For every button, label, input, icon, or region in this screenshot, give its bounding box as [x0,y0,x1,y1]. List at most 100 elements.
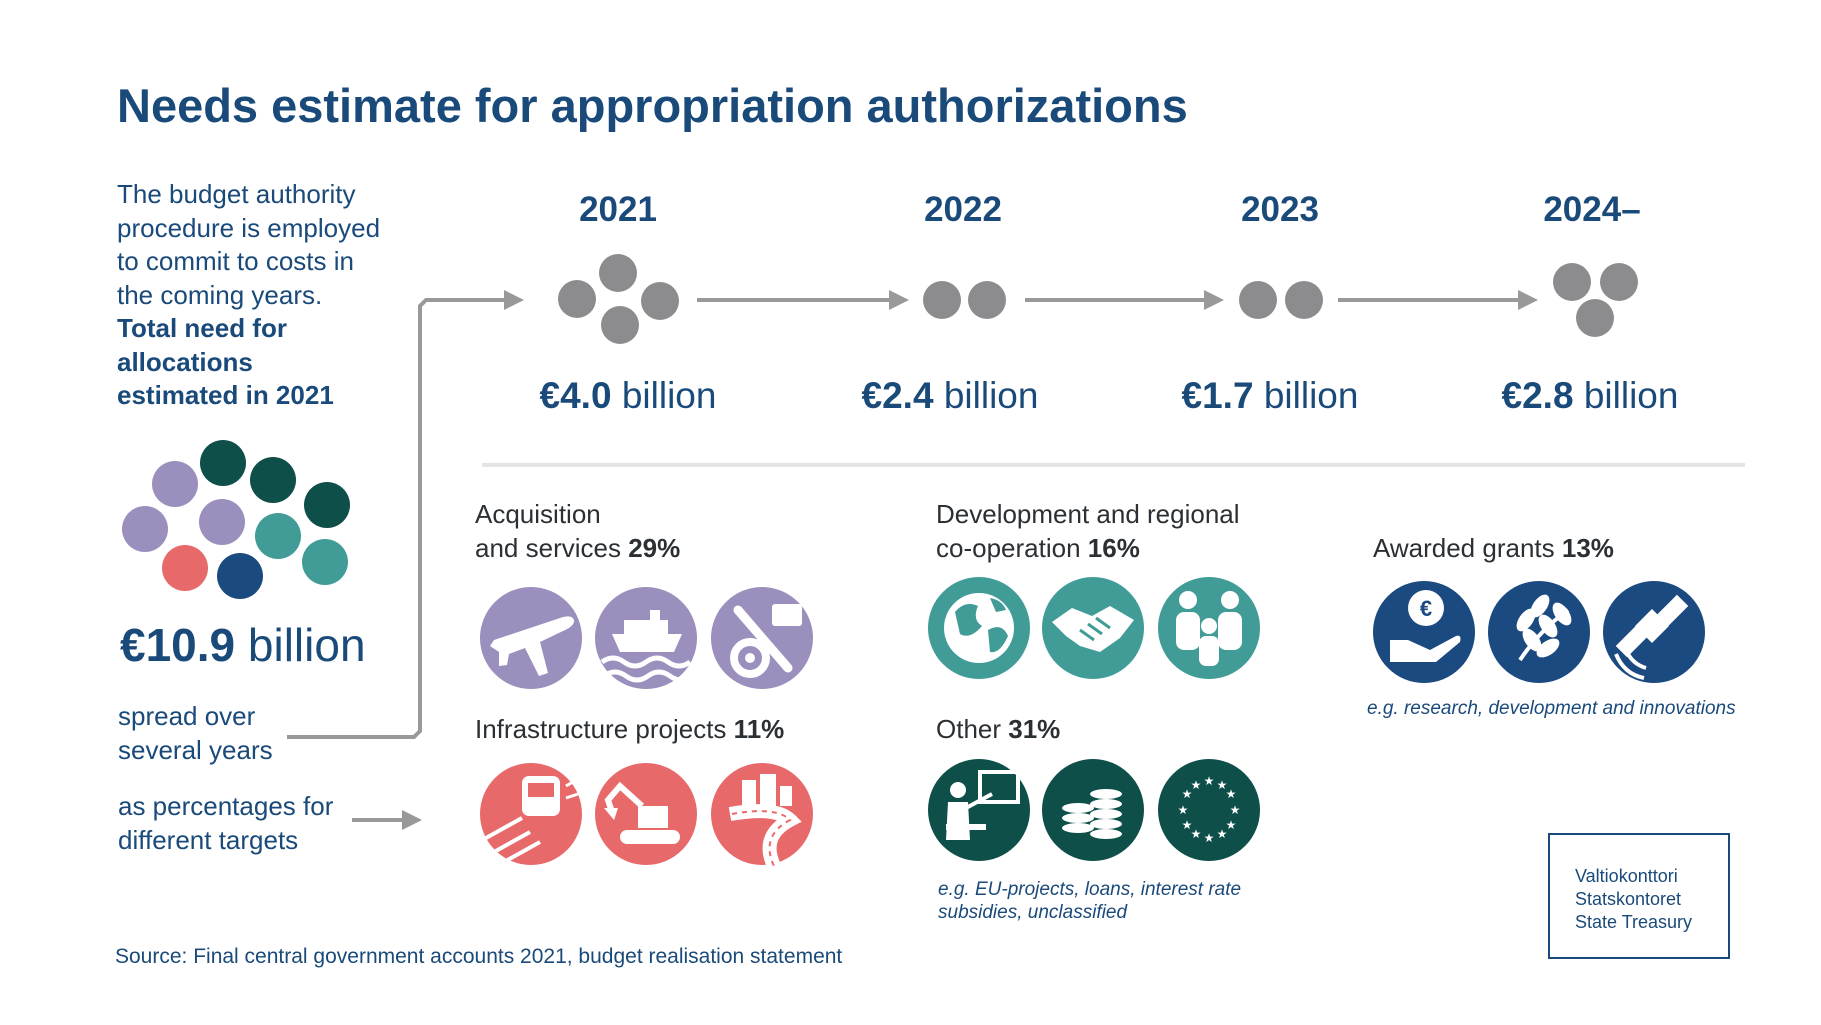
connector-arrow [287,290,524,739]
total-currency: € [120,619,146,671]
spread-line: spread over [118,701,256,731]
total-unit: billion [247,619,366,671]
page-title: Needs estimate for appropriation authori… [117,79,1188,132]
category-percent: 13% [1561,533,1614,563]
airplane-icon [480,587,582,689]
amount-currency: € [1501,375,1523,416]
eu-flag-icon: ★ ★★ ★★★ ★★★ ★★★ [1158,759,1260,861]
amount-unit: billion [621,375,717,416]
svg-text:★: ★ [1226,818,1237,832]
intro-bold-line: Total need for [117,313,287,343]
category-label: Infrastructure projects [475,714,727,744]
intro-text: The budget authority procedure is employ… [117,178,417,413]
amount-currency: € [1181,375,1203,416]
percentages-line: as percentages for [118,791,334,821]
percentages-text: as percentages for different targets [118,790,368,857]
spread-line: several years [118,734,273,765]
category-label: and services [475,533,621,563]
logo-line: Valtiokonttori [1575,866,1678,886]
amount-value: 4.0 [560,375,612,416]
percentages-line: different targets [118,824,299,855]
amount-unit: billion [1263,375,1359,416]
amount-2023: €1.7 billion [1120,375,1420,417]
timeline-dots-2023 [1239,281,1323,319]
category-other: Other 31% [936,712,1060,746]
svg-text:★: ★ [1182,787,1193,801]
year-2021: 2021 [579,190,657,229]
spread-text: spread over several years [118,700,318,767]
category-line: Development and regional [936,499,1240,529]
year-2023: 2023 [1241,190,1319,229]
cluster-dot [217,553,263,599]
timeline-dot [601,306,639,344]
svg-text:★: ★ [1204,831,1215,845]
amount-currency: € [539,375,561,416]
amount-2022: €2.4 billion [800,375,1100,417]
cluster-dot [302,539,348,585]
cluster-dot [250,457,296,503]
satellite-icon [1603,581,1705,683]
total-dot-cluster [122,440,350,599]
amount-value: 1.7 [1202,375,1254,416]
grants-note: e.g. research, development and innovatio… [1367,698,1736,719]
cluster-dot [304,482,350,528]
intro-line: to commit to costs in [117,246,354,276]
cluster-dot [122,506,168,552]
category-acquisition: Acquisition and services 29% [475,497,680,565]
svg-text:★: ★ [1204,774,1215,788]
laurel-icon [1488,581,1590,683]
category-label: co-operation [936,533,1081,563]
amount-2021: €4.0 billion [478,375,778,417]
note-line: e.g. EU-projects, loans, interest rate [938,879,1242,900]
teacher-icon [928,759,1030,861]
category-line: co-operation 16% [936,531,1240,565]
category-line: and services 29% [475,531,680,565]
ship-icon [595,587,697,689]
euro-hand-icon: € [1373,581,1475,683]
globe-icon [928,577,1030,679]
train-icon [480,763,582,865]
intro-line: procedure is employed [117,212,381,243]
amount-unit: billion [1583,375,1679,416]
svg-text:★: ★ [1182,818,1193,832]
category-percent: 31% [1008,714,1061,744]
logo-line: State Treasury [1575,912,1693,932]
timeline-dots-2022 [923,281,1006,319]
logo-line: Statskontoret [1575,889,1682,909]
category-infrastructure: Infrastructure projects 11% [475,712,784,746]
year-2022: 2022 [924,190,1002,229]
road-icon [711,763,813,869]
state-treasury-logo: Valtiokonttori Statskontoret State Treas… [1548,833,1730,959]
timeline-dot [599,254,637,292]
amount-2024: €2.8 billion [1440,375,1740,417]
category-percent: 11% [733,714,785,744]
svg-text:★: ★ [1217,827,1228,841]
category-percent: 29% [628,533,681,563]
svg-text:★: ★ [1230,803,1241,817]
timeline-dot [1576,299,1614,337]
timeline-dot [641,282,679,320]
tools-icon [711,587,813,689]
category-development: Development and regional co-operation 16… [936,497,1240,565]
amount-value: 2.8 [1522,375,1574,416]
total-amount: €10.9 billion [120,618,366,672]
intro-line: the coming years. [117,279,323,310]
timeline-dot [1239,281,1277,319]
svg-text:★: ★ [1226,787,1237,801]
svg-text:★: ★ [1191,778,1202,792]
cluster-dot [255,513,301,559]
timeline-dot [1285,281,1323,319]
svg-text:€: € [1420,596,1432,621]
people-icon [1158,577,1260,679]
timeline-dot [1553,263,1591,301]
timeline-dots-2021 [558,254,679,344]
amount-unit: billion [943,375,1039,416]
category-line: Acquisition [475,499,601,529]
amount-value: 2.4 [882,375,934,416]
svg-text:★: ★ [1217,778,1228,792]
svg-text:★: ★ [1178,803,1189,817]
total-value: 10.9 [145,619,236,671]
handshake-icon [1042,577,1144,679]
excavator-icon [595,763,697,865]
